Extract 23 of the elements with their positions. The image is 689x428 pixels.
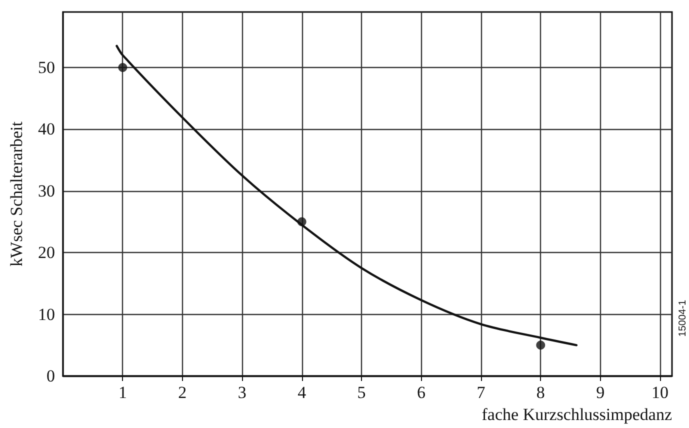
x-tick-label: 8 <box>536 383 545 402</box>
y-tick-label: 0 <box>46 366 55 386</box>
y-tick-label: 50 <box>38 58 55 78</box>
line-series <box>116 44 578 346</box>
point <box>297 217 306 226</box>
y-tick-label: 10 <box>38 304 55 324</box>
x-tick-label: 10 <box>652 383 669 402</box>
y-tick-label: 40 <box>38 120 55 139</box>
text: 15004-1 <box>678 300 688 337</box>
point <box>118 63 128 72</box>
x-tick-label: 1 <box>118 383 127 402</box>
y-tick-label: 30 <box>38 181 55 200</box>
x-tick-label: 5 <box>357 383 366 402</box>
x-axis-title: fache Kurzschlussimpedanz <box>482 405 672 424</box>
y-axis-title: kWsec Schalterarbeit <box>7 121 26 266</box>
x-tick-label: 6 <box>416 383 426 402</box>
y-tick-label: 20 <box>38 243 55 262</box>
x-tick-label: 9 <box>596 383 605 402</box>
x-tick-label: 7 <box>476 383 486 402</box>
x-tick-label: 4 <box>298 383 307 402</box>
x-tick-label: 2 <box>178 383 187 402</box>
point <box>536 340 546 350</box>
x-tick-label: 3 <box>238 383 246 402</box>
